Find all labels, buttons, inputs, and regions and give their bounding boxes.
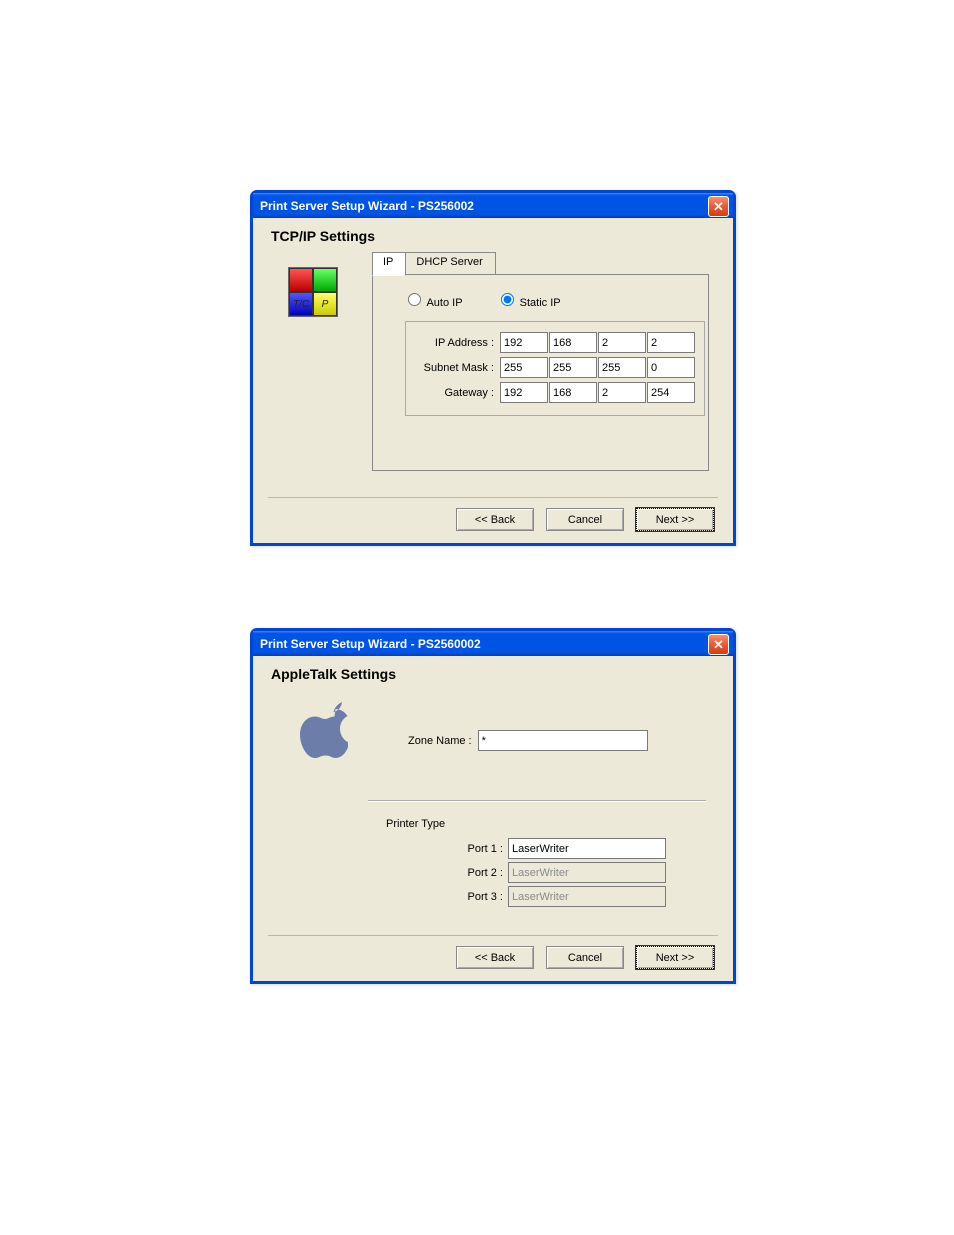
- mask-oct-3[interactable]: [598, 357, 646, 378]
- heading: TCP/IP Settings: [271, 228, 718, 244]
- gw-oct-1[interactable]: [500, 382, 548, 403]
- zone-row: Zone Name :: [408, 730, 648, 751]
- content-area: T/C P IP DHCP Server Auto IP Static IP I…: [268, 252, 718, 492]
- dialog-body: TCP/IP Settings T/C P IP DHCP Server Aut…: [253, 218, 733, 543]
- port-2-input: [508, 862, 666, 883]
- port-3-label: Port 3 :: [458, 891, 503, 903]
- dialog-body: AppleTalk Settings Zone Name : Printer T…: [253, 656, 733, 981]
- tab-panel: Auto IP Static IP IP Address : Subnet Ma…: [372, 274, 709, 471]
- mask-oct-2[interactable]: [549, 357, 597, 378]
- port-1-input[interactable]: [508, 838, 666, 859]
- ip-oct-1[interactable]: [500, 332, 548, 353]
- heading: AppleTalk Settings: [271, 666, 718, 682]
- port-3-input: [508, 886, 666, 907]
- ip-address-label: IP Address :: [414, 337, 494, 349]
- gw-oct-3[interactable]: [598, 382, 646, 403]
- ip-mode-radios: Auto IP Static IP: [403, 290, 708, 309]
- ip-oct-3[interactable]: [598, 332, 646, 353]
- printer-type-label: Printer Type: [386, 818, 445, 830]
- ip-oct-2[interactable]: [549, 332, 597, 353]
- subnet-mask-label: Subnet Mask :: [414, 362, 494, 374]
- tcpip-icon: T/C P: [288, 267, 340, 319]
- radio-auto-ip[interactable]: Auto IP: [403, 297, 463, 309]
- back-button[interactable]: << Back: [456, 508, 534, 531]
- content-area: Zone Name : Printer Type Port 1 : Port 2…: [268, 690, 718, 930]
- port-row-2: Port 2 :: [458, 862, 666, 883]
- button-bar: << Back Cancel Next >>: [268, 497, 718, 531]
- next-button[interactable]: Next >>: [636, 508, 714, 531]
- titlebar[interactable]: Print Server Setup Wizard - PS2560002 ✕: [253, 631, 733, 656]
- zone-name-label: Zone Name :: [408, 735, 472, 747]
- radio-static-ip[interactable]: Static IP: [496, 297, 561, 309]
- gw-oct-4[interactable]: [647, 382, 695, 403]
- close-button[interactable]: ✕: [708, 634, 729, 655]
- mask-oct-1[interactable]: [500, 357, 548, 378]
- tab-dhcp[interactable]: DHCP Server: [405, 252, 495, 276]
- radio-static-ip-input[interactable]: [501, 293, 514, 306]
- port-row-1: Port 1 :: [458, 838, 666, 859]
- apple-icon: [298, 702, 348, 758]
- mask-oct-4[interactable]: [647, 357, 695, 378]
- gateway-label: Gateway :: [414, 387, 494, 399]
- cancel-button[interactable]: Cancel: [546, 946, 624, 969]
- ip-fieldset: IP Address : Subnet Mask : G: [405, 321, 705, 416]
- ip-oct-4[interactable]: [647, 332, 695, 353]
- cancel-button[interactable]: Cancel: [546, 508, 624, 531]
- dialog-appletalk: Print Server Setup Wizard - PS2560002 ✕ …: [250, 628, 736, 984]
- next-button[interactable]: Next >>: [636, 946, 714, 969]
- zone-name-input[interactable]: [478, 730, 648, 751]
- dialog-tcpip: Print Server Setup Wizard - PS256002 ✕ T…: [250, 190, 736, 546]
- button-bar: << Back Cancel Next >>: [268, 935, 718, 969]
- window-title: Print Server Setup Wizard - PS2560002: [260, 637, 481, 651]
- gw-oct-2[interactable]: [549, 382, 597, 403]
- port-row-3: Port 3 :: [458, 886, 666, 907]
- close-button[interactable]: ✕: [708, 196, 729, 217]
- separator: [368, 800, 706, 802]
- tab-ip[interactable]: IP: [372, 252, 406, 276]
- tab-strip: IP DHCP Server: [372, 252, 495, 276]
- port-2-label: Port 2 :: [458, 867, 503, 879]
- radio-auto-ip-input[interactable]: [408, 293, 421, 306]
- back-button[interactable]: << Back: [456, 946, 534, 969]
- titlebar[interactable]: Print Server Setup Wizard - PS256002 ✕: [253, 193, 733, 218]
- window-title: Print Server Setup Wizard - PS256002: [260, 199, 474, 213]
- port-1-label: Port 1 :: [458, 843, 503, 855]
